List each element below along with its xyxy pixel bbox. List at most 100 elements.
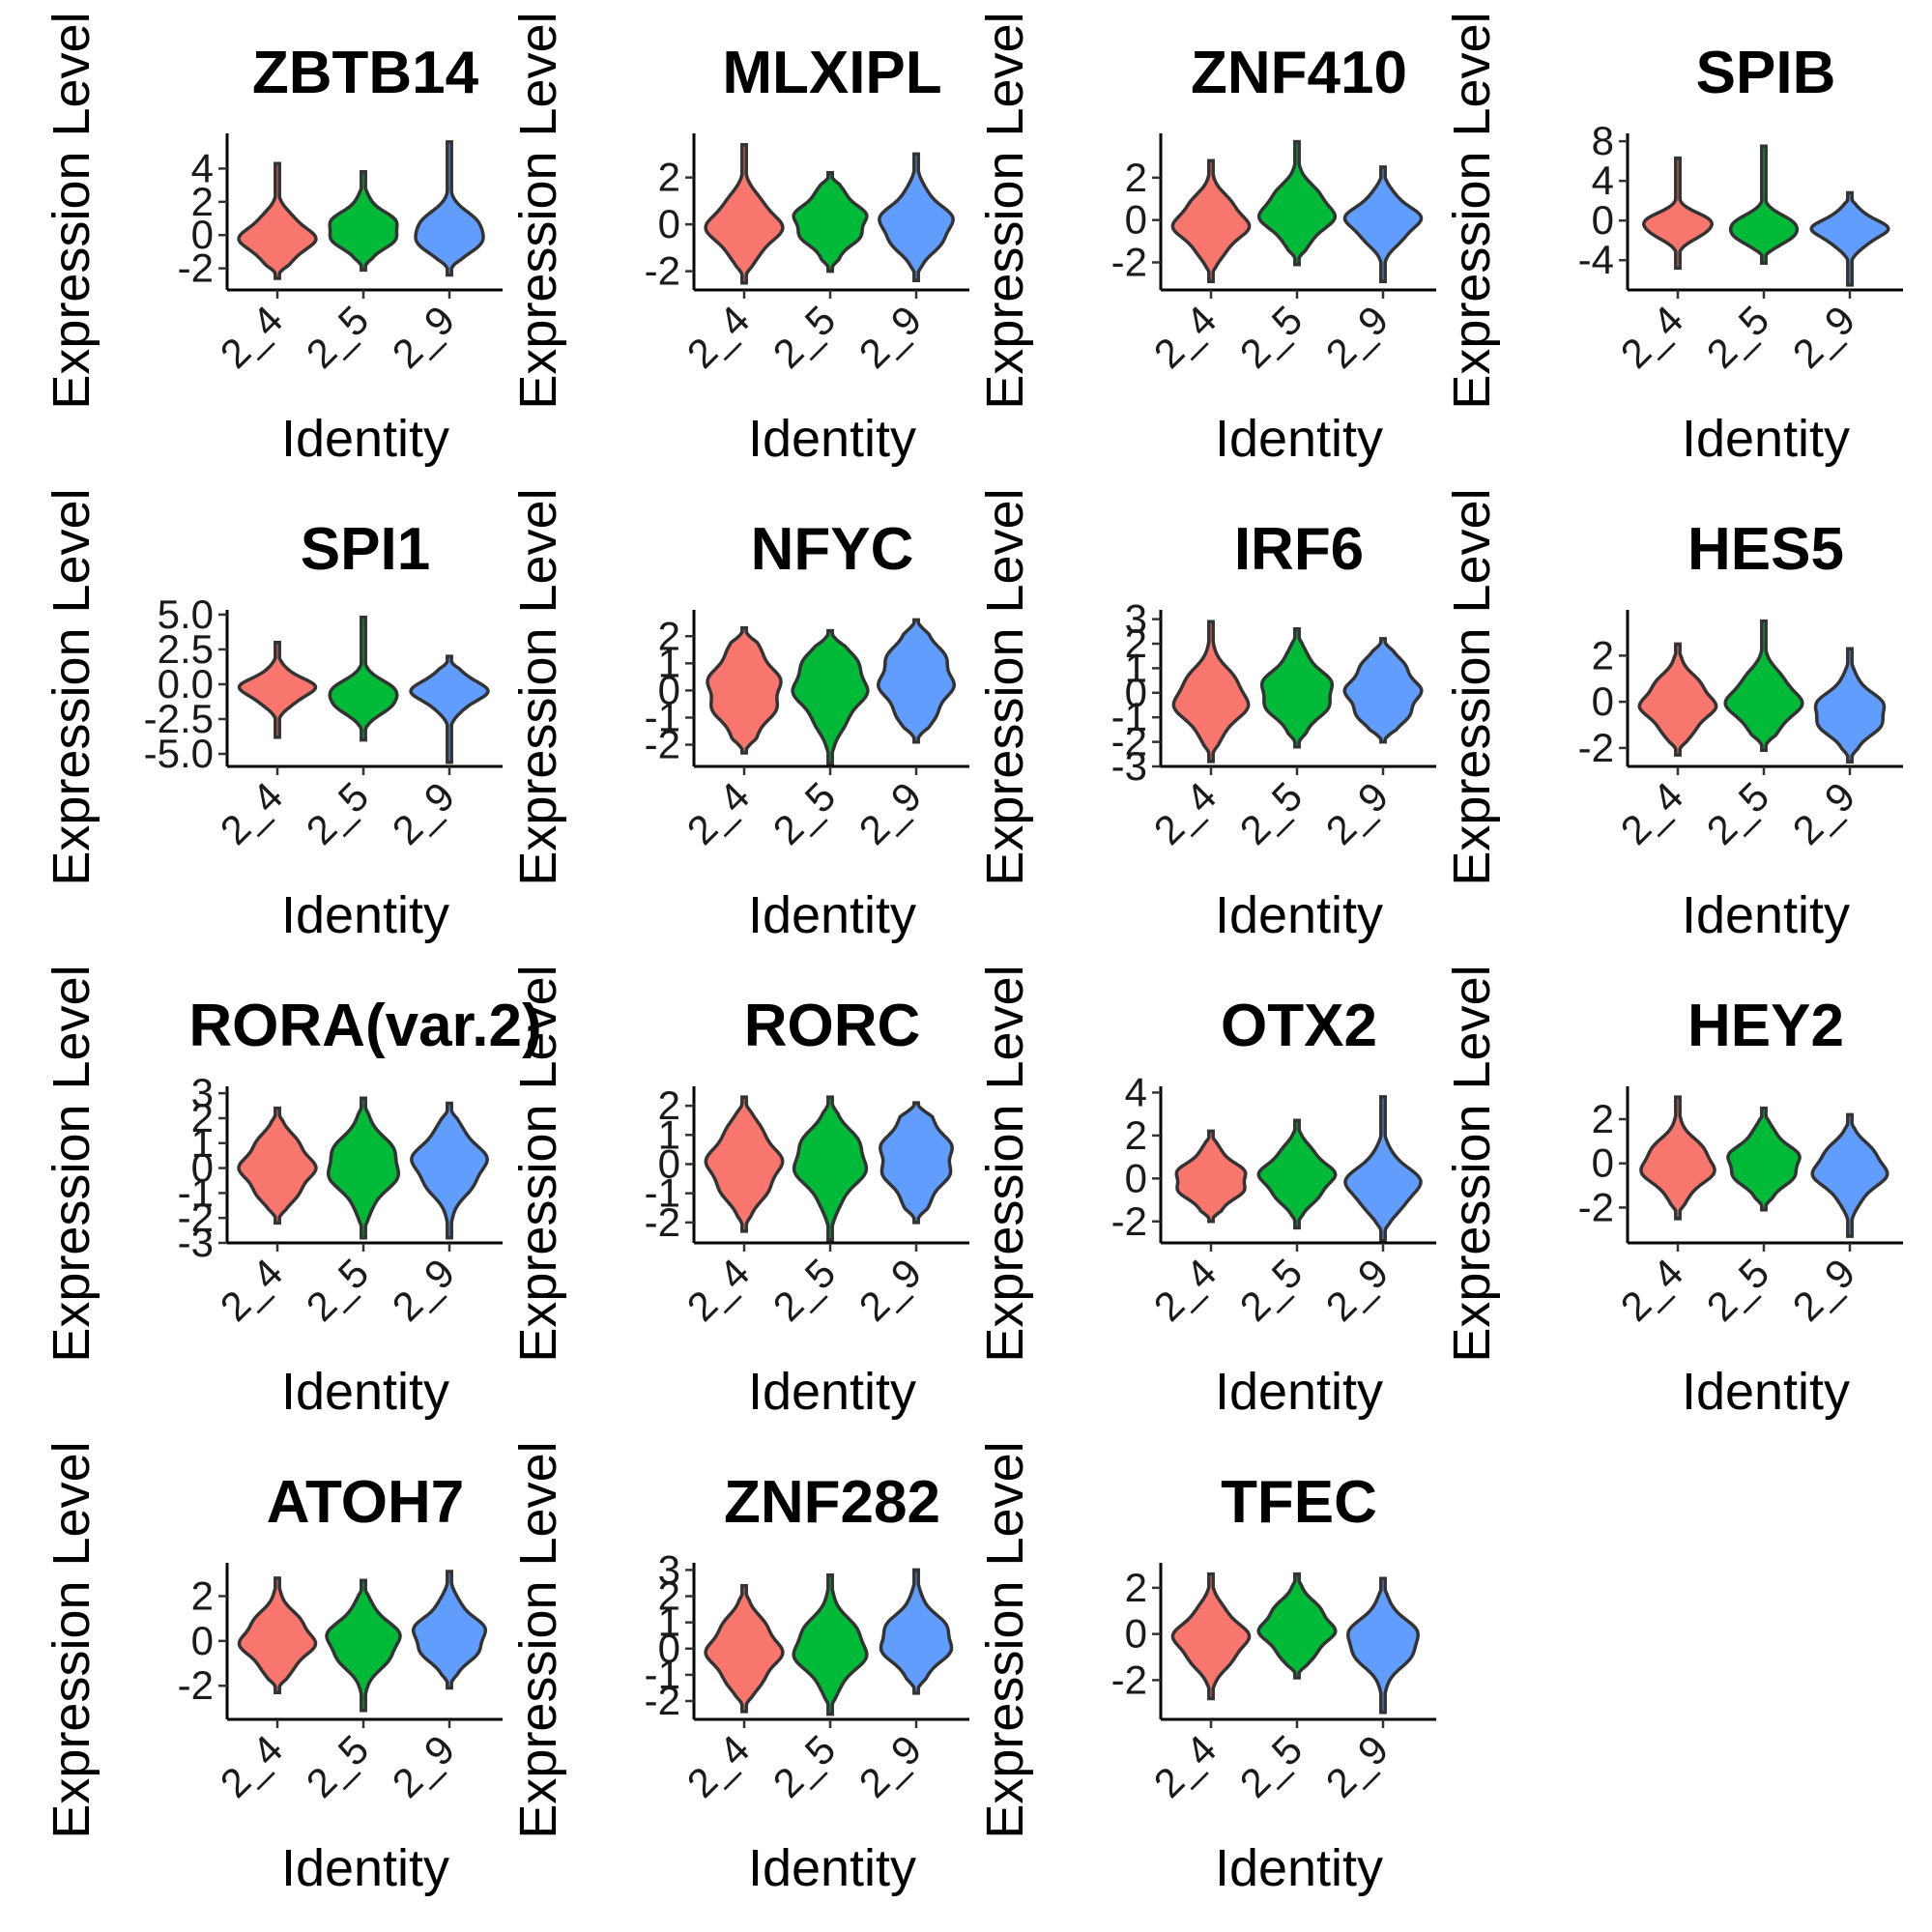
violin-2-9	[879, 1101, 954, 1225]
y-tick-label: 2	[658, 1573, 680, 1619]
x-tick-label: 2_9	[384, 297, 464, 377]
panel-spi1: SPI1 -5.0-2.50.02.55.0 2_4 2_5 2_9 Identity Ex…	[43, 488, 503, 944]
y-axis-title: Expression Level	[1443, 12, 1501, 409]
x-tick-label: 2_4	[1145, 773, 1226, 853]
y-tick-label: 1	[658, 640, 680, 685]
y-axis-title: Expression Level	[43, 1441, 101, 1838]
violin-2-4	[1170, 159, 1252, 283]
violin-2-9	[876, 618, 957, 744]
violin-2-9	[410, 1101, 489, 1240]
violin-2-5	[791, 628, 870, 765]
x-axis-title: Identity	[1682, 410, 1850, 468]
violin-2-5	[325, 1578, 402, 1713]
y-tick-label: -2	[1111, 1198, 1147, 1244]
violin-2-5	[328, 616, 399, 742]
x-tick-label: 2_5	[298, 1250, 378, 1330]
y-tick-label: 0	[658, 1140, 680, 1186]
x-axis-title: Identity	[281, 410, 449, 468]
y-axis-title: Expression Level	[976, 488, 1034, 885]
violin-2-5	[328, 170, 399, 273]
y-tick-label: 2	[1125, 155, 1147, 200]
x-tick-label: 2_4	[1145, 1250, 1226, 1330]
x-tick-label: 2_4	[212, 1250, 292, 1330]
x-tick-label: 2_4	[678, 1250, 759, 1330]
x-tick-label: 2_5	[1231, 1726, 1312, 1806]
violin-2-9	[411, 1570, 488, 1690]
y-tick-label: -2	[1111, 240, 1147, 285]
y-tick-label: 3	[1125, 596, 1147, 642]
panel-title: MLXIPL	[722, 40, 941, 106]
x-tick-label: 2_4	[212, 773, 292, 853]
y-tick-label: 2	[1592, 1096, 1614, 1141]
y-tick-label: -2	[178, 1195, 214, 1240]
panel-title: ZBTB14	[252, 40, 479, 106]
violin-2-4	[237, 161, 318, 280]
y-tick-label: -2	[1111, 719, 1147, 764]
violin-2-4	[237, 1106, 318, 1226]
panel-title: ATOH7	[267, 1469, 464, 1536]
panel-title: SPI1	[301, 516, 430, 583]
panel-title: OTX2	[1221, 993, 1377, 1059]
violin-2-4	[704, 142, 785, 285]
violin-2-9	[414, 140, 485, 277]
violin-2-4	[237, 1576, 318, 1694]
x-tick-label: 2_5	[764, 1726, 845, 1806]
y-tick-label: -1	[645, 1652, 680, 1697]
x-tick-label: 2_4	[212, 297, 292, 377]
x-tick-label: 2_5	[764, 1250, 845, 1330]
violin-2-9	[1342, 165, 1424, 283]
violin-2-5	[1726, 1106, 1802, 1212]
panel-atoh7: ATOH7 -202 2_4 2_5 2_9 Identity Expression Lev…	[43, 1441, 503, 1897]
y-tick-label: -1	[645, 1170, 680, 1216]
y-tick-label: 2	[1592, 632, 1614, 678]
x-tick-label: 2_9	[1784, 773, 1864, 853]
x-tick-label: 2_5	[298, 1726, 378, 1806]
x-tick-label: 2_4	[1612, 1250, 1692, 1330]
x-tick-label: 2_5	[764, 297, 845, 377]
x-tick-label: 2_4	[1612, 773, 1692, 853]
y-tick-label: 0	[1125, 197, 1147, 243]
violin-2-4	[1171, 620, 1251, 764]
violin-2-9	[1346, 1576, 1420, 1715]
y-tick-label: -2	[645, 248, 680, 294]
y-axis-title: Expression Level	[976, 1441, 1034, 1838]
x-tick-label: 2_9	[1317, 1726, 1398, 1806]
panel-title: SPIB	[1696, 40, 1836, 106]
y-tick-label: 0	[191, 1145, 214, 1191]
panel-tfec: TFEC -202 2_4 2_5 2_9 Identity Expression Leve…	[976, 1441, 1436, 1897]
x-tick-label: 2_5	[1231, 1250, 1312, 1330]
y-axis-title: Expression Level	[976, 12, 1034, 409]
panel-title: ZNF410	[1191, 40, 1407, 106]
violin-2-9	[1343, 1095, 1423, 1243]
y-tick-label: 2	[1125, 1565, 1147, 1610]
y-tick-label: -2.5	[144, 696, 214, 741]
violin-2-5	[1256, 1118, 1338, 1230]
violin-2-9	[879, 1568, 954, 1695]
y-axis-title: Expression Level	[509, 12, 567, 409]
y-tick-label: -2	[645, 1678, 680, 1723]
y-tick-label: 2	[658, 155, 680, 200]
x-axis-title: Identity	[748, 886, 916, 944]
y-tick-label: 2	[658, 613, 680, 658]
x-tick-label: 2_4	[1612, 297, 1692, 377]
x-axis-title: Identity	[748, 1839, 916, 1897]
x-tick-label: 2_5	[1698, 297, 1778, 377]
y-axis-title: Expression Level	[509, 1441, 567, 1838]
y-tick-label: -3	[1111, 743, 1147, 789]
violin-2-9	[1809, 190, 1890, 287]
x-tick-label: 2_4	[1145, 297, 1226, 377]
y-tick-label: 4	[1592, 158, 1614, 203]
y-tick-label: -5.0	[144, 731, 214, 776]
y-tick-label: -2	[1578, 725, 1614, 770]
y-tick-label: 1	[1125, 645, 1147, 690]
violin-2-4	[1639, 1095, 1716, 1221]
violin-2-4	[704, 1095, 785, 1233]
y-axis-title: Expression Level	[43, 965, 101, 1362]
y-tick-label: 0	[1592, 197, 1614, 243]
violin-2-4	[706, 626, 783, 755]
violin-2-5	[792, 1573, 869, 1716]
